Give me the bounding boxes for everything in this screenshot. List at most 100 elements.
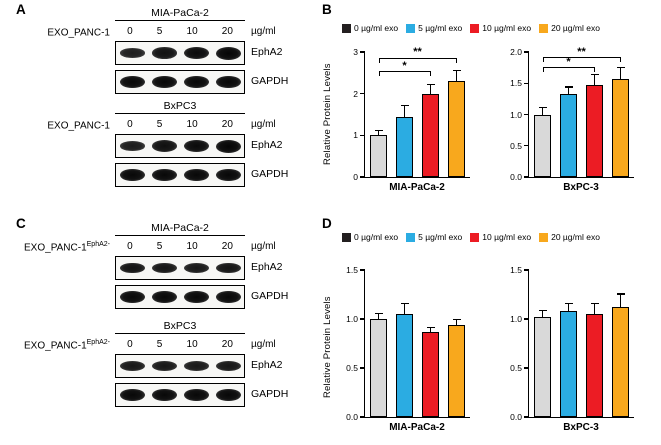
blot-target-label: GAPDH — [251, 168, 289, 180]
protein-band — [183, 361, 209, 371]
y-axis-tick-label: 3 — [353, 47, 358, 57]
error-bar — [541, 108, 544, 115]
bar — [612, 307, 629, 417]
treatment-label: EXO_PANC-1EphA2- — [10, 241, 110, 253]
protein-band — [215, 262, 241, 274]
protein-band — [215, 139, 241, 153]
dose-unit-label: µg/ml — [251, 119, 276, 130]
bar — [586, 84, 603, 177]
error-bar — [377, 314, 380, 319]
dose-value: 20 — [221, 241, 233, 252]
bar — [370, 319, 387, 417]
significance-bracket — [378, 57, 457, 59]
blot-target-label: EphA2 — [251, 261, 283, 273]
significance-bracket-end — [542, 68, 544, 73]
error-bar-cap — [452, 69, 461, 71]
y-axis-tick-label: 0.5 — [510, 140, 522, 151]
legend-label: 20 µg/ml exo — [551, 232, 600, 242]
error-bar-cap — [374, 130, 383, 132]
dose-value: 5 — [156, 119, 163, 130]
protein-band — [215, 75, 241, 89]
legend-item: 10 µg/ml exo — [470, 23, 531, 33]
dose-value: 5 — [156, 339, 163, 350]
significance-bracket-end — [429, 72, 431, 76]
protein-band — [215, 290, 241, 304]
bar — [534, 317, 551, 417]
protein-band — [183, 262, 209, 274]
error-bar-cap — [452, 318, 461, 320]
protein-band — [119, 48, 145, 58]
bar — [560, 311, 577, 417]
chart-x-label: BxPC-3 — [563, 422, 599, 433]
significance-bracket-end — [593, 68, 595, 73]
dose-unit-label: µg/ml — [251, 339, 276, 350]
error-bar — [593, 304, 596, 315]
legend-item: 5 µg/ml exo — [406, 232, 462, 242]
cell-line-title: MIA-PaCa-2 — [115, 222, 245, 236]
significance-bracket — [542, 57, 621, 59]
treatment-name: EXO_PANC-1 — [24, 340, 87, 352]
dose-value: 5 — [156, 26, 163, 37]
legend-label: 0 µg/ml exo — [354, 232, 399, 242]
bar — [396, 116, 413, 177]
protein-band — [151, 75, 177, 89]
blot-target-label: GAPDH — [251, 290, 289, 302]
bar — [534, 114, 551, 177]
blot-target-label: EphA2 — [251, 359, 283, 371]
bar — [612, 78, 629, 177]
protein-band — [183, 139, 209, 153]
error-bar-cap — [400, 303, 409, 305]
legend-swatch — [539, 23, 549, 33]
legend: 0 µg/ml exo 5 µg/ml exo 10 µg/ml exo 20 … — [342, 232, 600, 242]
bar — [422, 331, 439, 417]
y-axis-tick — [524, 318, 529, 320]
y-axis-tick-label: 0.5 — [346, 363, 358, 373]
chart-x-label: MIA-PaCa-2 — [389, 422, 445, 433]
y-axis-tick — [360, 134, 365, 136]
error-bar-cap — [538, 107, 547, 109]
chart-plot: 0.0 0.5 1.0 1.5 2.0 * ** — [510, 46, 634, 182]
protein-band — [151, 47, 177, 59]
dose-value: 0 — [127, 339, 133, 350]
protein-band — [119, 168, 145, 182]
blot-target-label: GAPDH — [251, 75, 289, 87]
blot-film-gapdh — [115, 285, 245, 309]
panel-d: D 0 µg/ml exo 5 µg/ml exo 10 µg/ml exo 2… — [316, 216, 661, 444]
treatment-name: EXO_PANC-1 — [24, 242, 87, 254]
error-bar-cap — [616, 67, 625, 69]
blot-film-epha2 — [115, 134, 245, 158]
error-bar-cap — [590, 73, 599, 76]
y-axis-tick-label: 1.0 — [510, 109, 522, 120]
treatment-label: EXO_PANC-1EphA2- — [10, 339, 110, 351]
legend-swatch — [406, 232, 416, 242]
error-bar — [403, 106, 406, 117]
protein-band — [119, 141, 145, 151]
y-axis-tick-label: 1.5 — [346, 265, 358, 275]
blot-group-c-mia-paca-2: MIA-PaCa-2 EXO_PANC-1EphA2- 0 5 10 20 µg… — [10, 222, 316, 317]
protein-band — [119, 262, 145, 274]
cell-line-title: BxPC3 — [115, 100, 245, 114]
y-axis-tick-label: 1.0 — [346, 314, 358, 324]
y-axis-tick-label: 0.0 — [346, 412, 358, 422]
y-axis-tick — [360, 176, 365, 178]
dose-value: 10 — [186, 26, 198, 37]
bar — [586, 314, 603, 417]
dose-value: 10 — [186, 241, 198, 252]
significance-bracket — [542, 67, 595, 69]
protein-band — [183, 168, 209, 182]
significance-bracket-end — [455, 58, 457, 63]
error-bar — [567, 87, 570, 94]
significance-bracket — [378, 70, 431, 72]
panel-a: A MIA-PaCa-2 EXO_PANC-1 0 5 10 20 µg/ml … — [10, 2, 316, 214]
error-bar — [455, 70, 458, 82]
protein-band — [119, 75, 145, 89]
chart-plot: 0.0 0.5 1.0 1.5 — [510, 265, 634, 422]
treatment-label: EXO_PANC-1 — [10, 119, 110, 131]
bar — [560, 93, 577, 177]
panel-c-label: C — [16, 216, 26, 231]
bar — [422, 93, 439, 177]
treatment-name: EXO_PANC-1 — [47, 120, 110, 132]
panel-a-label: A — [16, 2, 26, 17]
error-bar-cap — [564, 303, 573, 305]
